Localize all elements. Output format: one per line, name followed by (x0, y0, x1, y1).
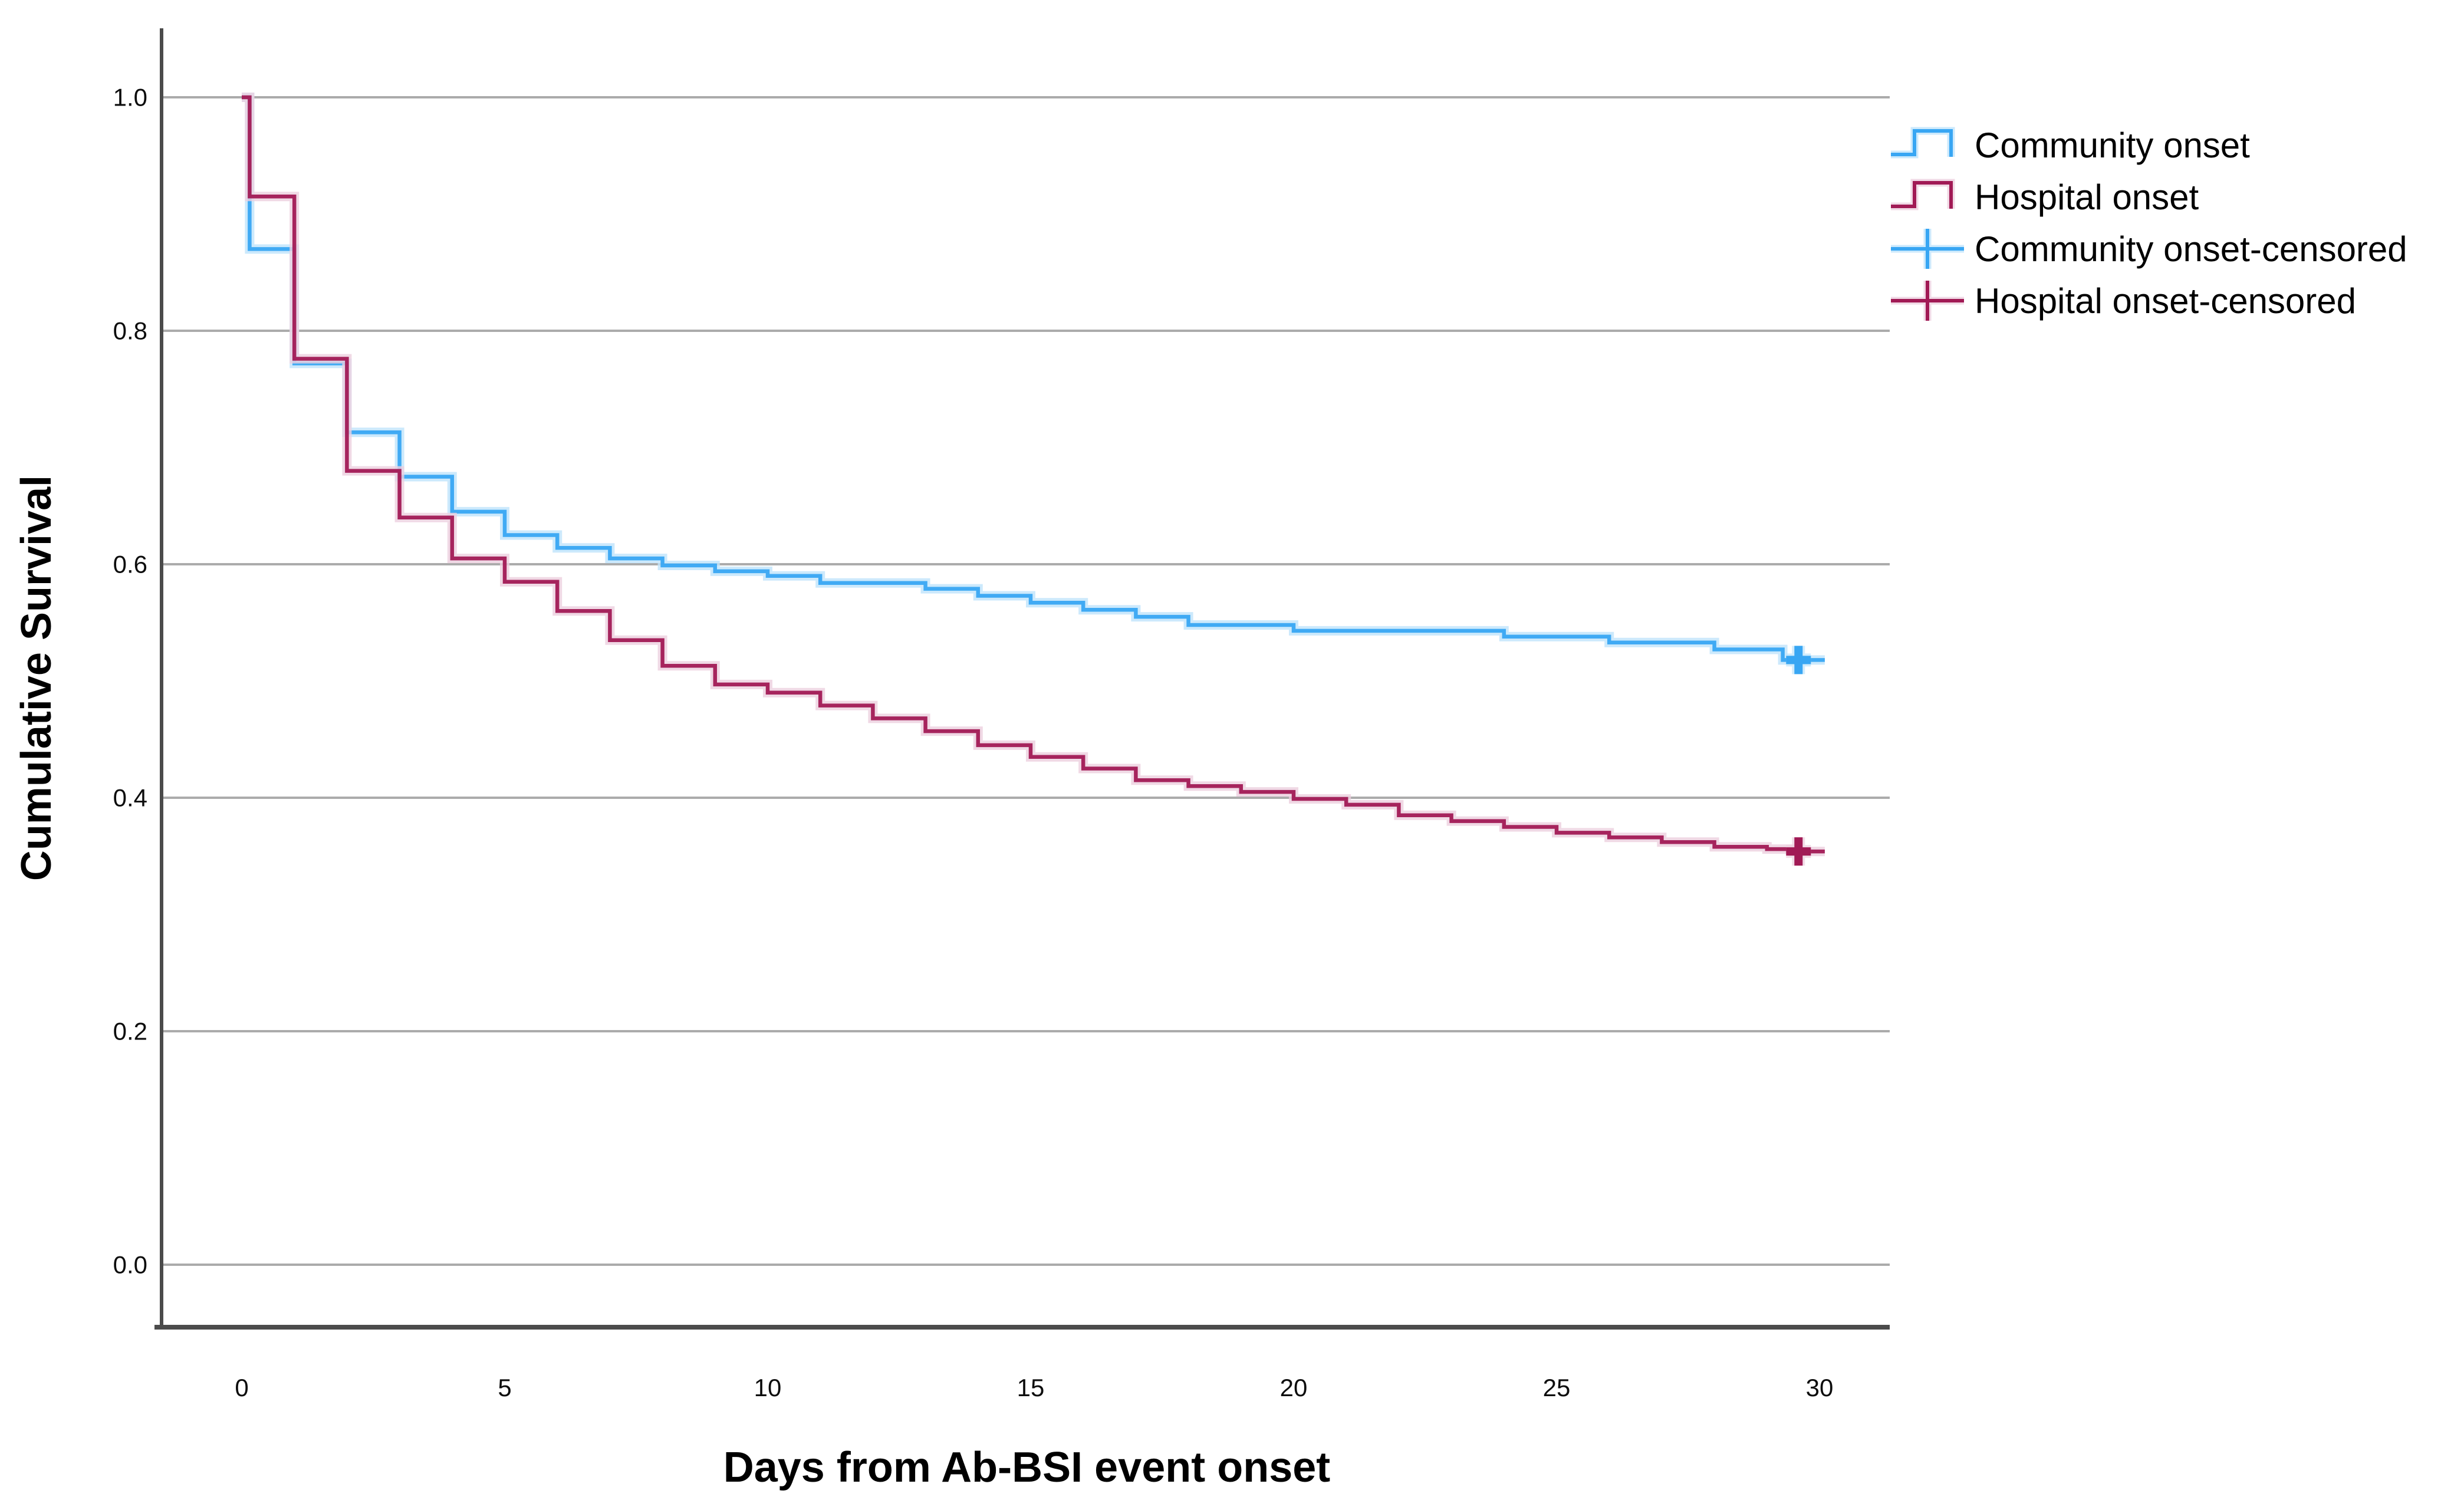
hospital-onset-curve-halo (242, 93, 1825, 857)
legend-item-community-onset: Community onset (1890, 119, 2407, 171)
x-tick-label: 30 (1806, 1374, 1834, 1401)
x-tick-label: 5 (498, 1374, 511, 1401)
y-axis-title: Cumulative Survival (13, 475, 60, 881)
y-tick-label: 0.8 (113, 317, 147, 345)
legend-label: Community onset (1975, 125, 2250, 165)
legend-key-step-line (1891, 179, 1955, 210)
y-tick-label: 0.2 (113, 1018, 147, 1045)
legend-label: Community onset-censored (1975, 229, 2407, 269)
community-onset-curve-halo (242, 93, 1825, 665)
x-tick-label: 15 (1017, 1374, 1045, 1401)
y-tick-label: 0.0 (113, 1251, 147, 1279)
y-tick-label: 0.4 (113, 784, 147, 812)
y-tick-label: 0.6 (113, 551, 147, 578)
community-onset-censor-mark (1786, 646, 1811, 675)
hospital-onset-censor-mark (1786, 837, 1811, 866)
x-tick-label: 10 (754, 1374, 782, 1401)
x-tick-label: 25 (1543, 1374, 1571, 1401)
community-onset-curve (242, 95, 1825, 662)
legend-key-censor-cross (1891, 229, 1964, 269)
legend-item-hospital-onset-censored: Hospital onset-censored (1890, 275, 2407, 327)
hospital-onset-curve (242, 95, 1825, 854)
legend-label: Hospital onset (1975, 177, 2199, 217)
x-axis-title: Days from Ab-BSI event onset (723, 1444, 1331, 1491)
legend: Community onset Hospital onset Community o… (1890, 119, 2407, 327)
legend-key-censor-cross (1891, 281, 1964, 321)
legend-item-hospital-onset: Hospital onset (1890, 171, 2407, 223)
legend-item-community-onset-censored: Community onset-censored (1890, 223, 2407, 275)
y-tick-label: 1.0 (113, 84, 147, 111)
legend-key-step-line (1891, 127, 1955, 159)
legend-label: Hospital onset-censored (1975, 281, 2357, 321)
x-tick-label: 0 (235, 1374, 248, 1401)
x-tick-label: 20 (1280, 1374, 1308, 1401)
